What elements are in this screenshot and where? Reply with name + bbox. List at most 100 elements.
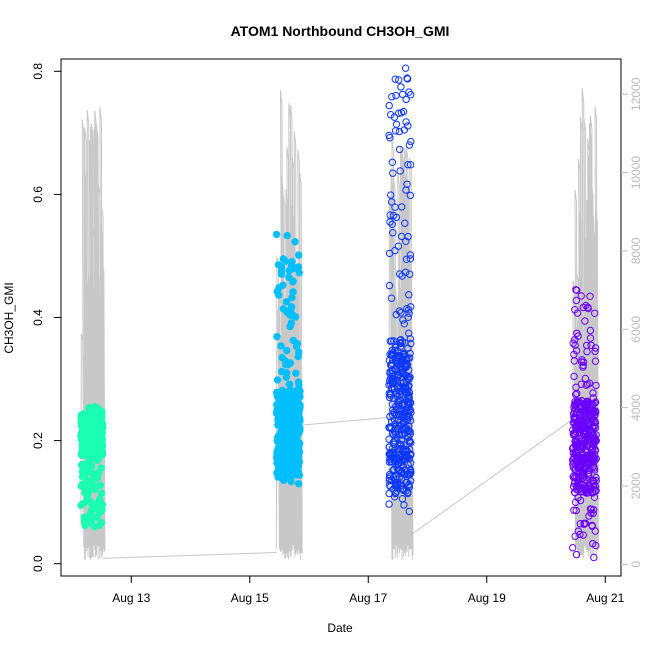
data-point <box>402 359 410 368</box>
flight-2-points <box>272 230 304 488</box>
data-point <box>581 317 589 325</box>
data-point <box>396 440 404 448</box>
data-point <box>86 484 94 492</box>
y2-tick-label: 12000 <box>629 77 643 111</box>
data-point <box>591 347 599 356</box>
data-point <box>586 505 595 513</box>
data-point <box>388 158 397 167</box>
data-point <box>90 470 98 479</box>
data-point <box>284 440 293 448</box>
data-point <box>282 369 291 377</box>
y2-tick-label: 2000 <box>629 472 643 499</box>
data-point <box>283 346 291 355</box>
data-point <box>388 367 396 375</box>
data-point <box>573 389 581 398</box>
data-point <box>572 498 580 506</box>
data-point <box>79 432 88 441</box>
data-point <box>291 433 299 442</box>
data-point <box>570 372 578 381</box>
data-point <box>401 371 410 379</box>
data-point <box>77 501 85 510</box>
data-point <box>587 458 596 467</box>
data-point <box>574 442 582 450</box>
data-point <box>571 532 579 540</box>
data-point <box>90 523 99 531</box>
data-point <box>82 479 91 487</box>
data-point <box>407 91 415 99</box>
data-point <box>386 211 394 219</box>
data-point <box>288 453 296 462</box>
data-point <box>292 369 300 377</box>
data-point <box>586 451 594 460</box>
y2-tick-label: 0 <box>629 561 643 568</box>
data-point <box>396 339 404 347</box>
data-point <box>591 357 600 365</box>
flight-3-points <box>385 64 415 516</box>
data-point <box>275 419 283 428</box>
data-point <box>583 442 591 450</box>
data-point <box>400 501 408 509</box>
data-point <box>277 270 286 278</box>
data-point <box>88 447 97 456</box>
data-point <box>396 360 405 368</box>
data-point <box>394 351 402 360</box>
data-point <box>77 451 86 459</box>
data-point <box>576 530 584 539</box>
data-point <box>579 531 587 539</box>
data-point <box>399 90 407 99</box>
data-point <box>390 465 398 474</box>
y-axis-left: 0.0 0.2 0.4 0.6 0.8 <box>31 63 61 572</box>
data-point <box>79 444 87 452</box>
data-point <box>395 76 403 84</box>
data-point <box>402 95 410 104</box>
flight-4-points <box>569 286 600 562</box>
data-point <box>401 466 410 475</box>
data-point <box>586 326 595 335</box>
data-point <box>590 407 598 415</box>
data-point <box>391 203 399 211</box>
data-point <box>571 306 579 314</box>
data-point <box>391 75 399 83</box>
data-point <box>275 432 283 440</box>
data-point <box>294 480 303 488</box>
data-point <box>572 550 581 559</box>
transit-line-1 <box>102 552 277 559</box>
data-point <box>404 232 412 241</box>
data-point <box>570 506 578 514</box>
data-point <box>579 358 588 366</box>
data-point <box>289 288 297 296</box>
data-point <box>385 450 393 458</box>
data-point <box>582 458 590 466</box>
data-point <box>572 346 581 355</box>
data-point <box>405 329 413 337</box>
x-tick-label: Aug 13 <box>112 591 150 605</box>
data-point <box>587 341 595 349</box>
data-point <box>404 391 413 399</box>
data-point <box>589 482 597 490</box>
data-point <box>400 410 408 418</box>
data-point <box>570 418 578 427</box>
data-point <box>572 457 581 466</box>
data-point <box>398 420 406 428</box>
data-point <box>570 407 579 416</box>
data-point <box>92 513 101 521</box>
data-point <box>397 339 405 348</box>
data-point <box>405 483 414 491</box>
data-point <box>385 443 394 451</box>
data-point <box>385 423 393 432</box>
data-point <box>80 513 88 521</box>
data-point <box>401 429 409 437</box>
data-point <box>275 456 283 464</box>
data-point <box>572 485 580 493</box>
data-point <box>395 109 403 117</box>
data-point <box>274 449 282 457</box>
data-point <box>276 393 285 401</box>
data-point <box>403 424 411 432</box>
data-point <box>291 444 299 452</box>
data-point <box>88 422 97 430</box>
data-point <box>396 482 404 490</box>
data-point <box>391 343 400 352</box>
y-tick-label: 0.6 <box>31 186 45 203</box>
data-point <box>393 433 401 442</box>
